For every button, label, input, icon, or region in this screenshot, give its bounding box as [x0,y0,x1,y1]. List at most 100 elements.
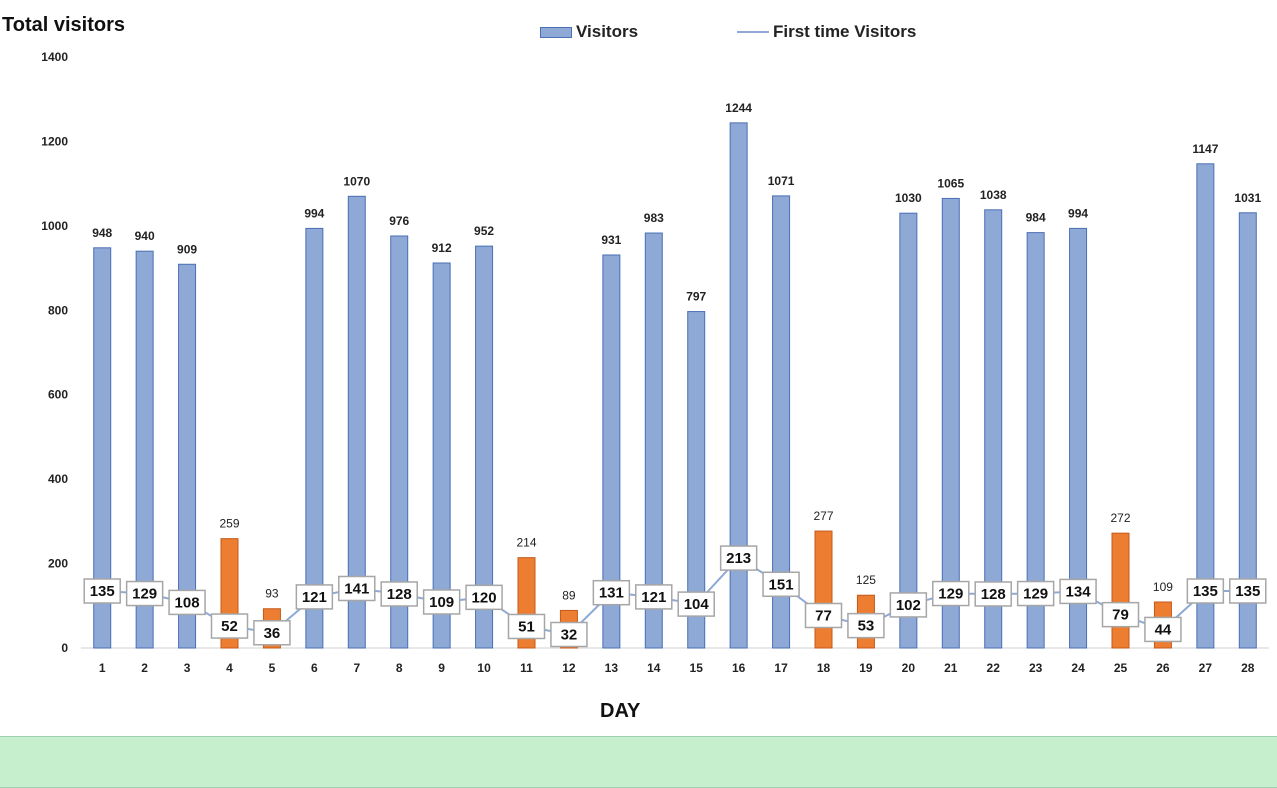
x-tick-label: 12 [562,661,576,675]
bar-value-label: 93 [265,587,279,601]
x-tick-label: 18 [817,661,831,675]
bar-value-label: 994 [304,206,324,220]
bar-value-label: 909 [177,242,197,256]
x-tick-label: 25 [1114,661,1128,675]
bar-value-label: 994 [1068,206,1088,220]
line-value-label: 128 [387,586,412,603]
line-point-marker [1144,616,1182,643]
x-tick-label: 28 [1241,661,1255,675]
bar [135,250,154,649]
bar [1026,232,1045,649]
line-value-label: 129 [1023,586,1048,603]
x-axis-title: DAY [600,700,641,722]
x-tick-label: 24 [1071,661,1085,675]
line-value-label: 32 [561,626,578,643]
line-point-marker [719,545,758,571]
x-tick-label: 6 [311,661,318,675]
line-point-marker [635,584,673,610]
line-value-label: 51 [518,618,535,635]
line-value-label: 109 [429,594,454,611]
bar [475,245,494,649]
bar [644,232,663,649]
x-tick-label: 1 [99,661,106,675]
bar [1111,532,1130,649]
x-tick-label: 10 [477,661,491,675]
bar [1069,227,1088,649]
bar [178,263,197,649]
bar [772,195,791,649]
bar [687,311,706,649]
y-tick-label: 1200 [41,134,68,148]
bar-value-label: 1071 [768,174,795,188]
line-point-marker [507,613,546,640]
y-tick-label: 200 [48,557,68,571]
footer-band [0,736,1277,788]
y-tick-label: 600 [48,388,68,402]
line-value-label: 53 [858,618,875,635]
bar-value-label: 952 [474,224,494,238]
x-tick-label: 9 [438,661,445,675]
bar-value-label: 1031 [1234,191,1261,205]
line-point-marker [677,591,715,617]
x-tick-label: 13 [605,661,619,675]
bar [1238,212,1257,649]
line-value-label: 121 [641,589,666,606]
legend-item-first-time-visitors: First time Visitors [737,22,916,42]
line-point-marker [974,581,1012,607]
x-tick-label: 17 [774,661,788,675]
x-tick-label: 23 [1029,661,1043,675]
line-value-label: 102 [896,597,921,614]
y-tick-label: 1400 [41,50,68,64]
y-tick-label: 1000 [41,219,68,233]
line-point-marker [592,579,631,606]
bar-value-label: 948 [92,226,112,240]
x-tick-label: 19 [859,661,873,675]
line-point-marker [847,612,885,639]
bar [814,530,833,649]
line-point-marker [253,620,291,646]
x-tick-label: 4 [226,661,233,675]
line-point-marker [550,621,588,648]
bar [941,197,960,649]
bar-value-label: 109 [1153,580,1173,594]
bar-value-label: 89 [562,588,576,602]
x-tick-label: 16 [732,661,746,675]
bar [602,254,621,649]
x-tick-label: 7 [353,661,360,675]
line-value-label: 135 [1193,583,1218,600]
line-value-label: 120 [472,589,497,606]
line-point-marker [83,578,121,604]
line-value-label: 135 [90,583,115,600]
legend-swatch-visitors [540,26,572,38]
x-tick-label: 21 [944,661,958,675]
x-tick-label: 22 [987,661,1001,675]
bar [984,209,1003,649]
bar-value-label: 259 [219,517,239,531]
line-value-label: 135 [1235,583,1260,600]
line-value-label: 134 [1066,583,1092,600]
line-point-marker [932,580,970,607]
legend-label-first-time-visitors: First time Visitors [773,22,917,41]
bar-value-label: 1038 [980,188,1007,202]
bar-value-label: 983 [644,211,664,225]
y-tick-label: 400 [48,472,68,486]
x-tick-label: 14 [647,661,661,675]
bar-value-label: 1030 [895,191,922,205]
line-point-marker [1229,578,1267,604]
x-tick-label: 15 [690,661,704,675]
bar-value-label: 1147 [1192,142,1218,156]
line-point-marker [804,602,843,629]
line-value-label: 141 [344,580,369,597]
line-value-label: 213 [726,550,751,567]
series-line-first-time-visitors [102,556,1248,636]
chart-title: Total visitors [2,14,125,36]
line-value-label: 128 [981,586,1006,603]
bar [1196,163,1215,649]
line-point-marker [380,581,418,607]
bar [899,212,918,649]
line-value-label: 129 [132,586,157,603]
x-tick-label: 8 [396,661,403,675]
line-point-marker [295,584,334,610]
